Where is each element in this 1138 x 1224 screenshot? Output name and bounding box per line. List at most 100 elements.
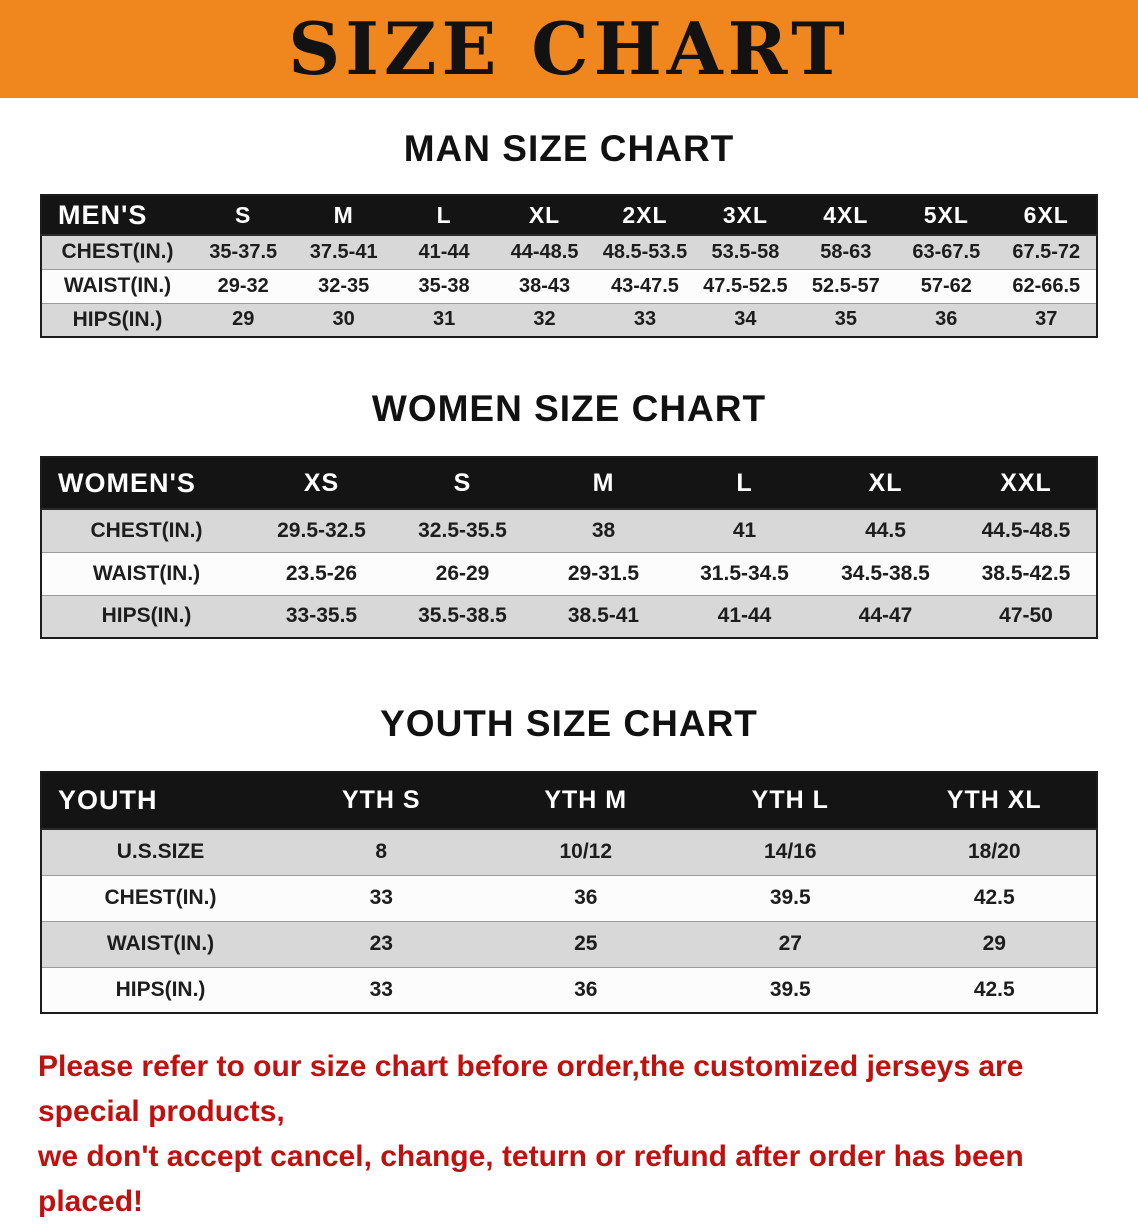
size-cell: 33	[594, 303, 696, 338]
size-cell: 48.5-53.5	[594, 235, 696, 270]
men-size-table: MEN'S S M L XL 2XL 3XL 4XL 5XL 6XL CHEST(IN.) 35-37…	[40, 194, 1098, 338]
men-size-column-m: M	[293, 195, 394, 236]
youth-size-column-yth-s: YTH S	[279, 772, 484, 830]
women-size-column-xl: XL	[815, 457, 956, 510]
page-title: SIZE CHART	[288, 6, 850, 91]
men-row-label-waist-in: WAIST(IN.)	[41, 269, 193, 304]
men-size-column-3xl: 3XL	[695, 195, 796, 236]
women-table-label: WOMEN'S	[41, 457, 251, 510]
men-row-hips-in: HIPS(IN.) 29 30 31 32 33 34 35 36 37	[41, 303, 1097, 338]
youth-size-table: YOUTH YTH S YTH M YTH L YTH XL U.S.SIZE 8 10/12…	[40, 771, 1098, 1014]
size-cell: 41-44	[674, 595, 815, 639]
size-cell: 36	[483, 875, 688, 922]
youth-header-row: YOUTH YTH S YTH M YTH L YTH XL	[41, 772, 1097, 830]
size-cell: 38-43	[494, 269, 595, 304]
men-size-column-4xl: 4XL	[795, 195, 897, 236]
women-row-label-chest-in: CHEST(IN.)	[41, 509, 251, 553]
size-cell: 62-66.5	[996, 269, 1097, 304]
size-cell: 58-63	[795, 235, 897, 270]
size-cell: 29.5-32.5	[251, 509, 392, 553]
size-cell: 38.5-42.5	[956, 552, 1097, 596]
size-cell: 41-44	[393, 235, 495, 270]
size-cell: 44-47	[815, 595, 956, 639]
size-cell: 63-67.5	[896, 235, 997, 270]
men-size-column-6xl: 6XL	[996, 195, 1097, 236]
size-cell: 29	[193, 303, 294, 338]
size-cell: 44.5	[815, 509, 956, 553]
youth-row-label-waist-in: WAIST(IN.)	[41, 921, 279, 968]
women-row-label-waist-in: WAIST(IN.)	[41, 552, 251, 596]
women-row-hips-in: HIPS(IN.) 33-35.5 35.5-38.5 38.5-41 41-44 44-…	[41, 595, 1097, 639]
size-cell: 42.5	[892, 875, 1097, 922]
women-row-waist-in: WAIST(IN.) 23.5-26 26-29 29-31.5 31.5-34.5 34…	[41, 552, 1097, 596]
size-cell: 23	[279, 921, 484, 968]
size-cell: 29	[892, 921, 1097, 968]
women-section-title: WOMEN SIZE CHART	[371, 388, 767, 429]
size-cell: 42.5	[892, 967, 1097, 1014]
size-cell: 35	[795, 303, 897, 338]
size-cell: 39.5	[688, 875, 893, 922]
size-cell: 33	[279, 875, 484, 922]
size-cell: 53.5-58	[695, 235, 796, 270]
youth-size-section: YOUTH SIZE CHART YOUTH YTH S YTH M YTH L YTH…	[0, 703, 1138, 1014]
size-cell: 37	[996, 303, 1097, 338]
size-cell: 32.5-35.5	[392, 509, 533, 553]
youth-row-label-u-s-size: U.S.SIZE	[41, 829, 279, 876]
men-row-label-hips-in: HIPS(IN.)	[41, 303, 193, 338]
youth-row-chest-in: CHEST(IN.) 33 36 39.5 42.5	[41, 875, 1097, 922]
youth-row-label-hips-in: HIPS(IN.)	[41, 967, 279, 1014]
size-cell: 29-31.5	[533, 552, 674, 596]
size-cell: 18/20	[892, 829, 1097, 876]
size-cell: 36	[896, 303, 997, 338]
size-cell: 57-62	[896, 269, 997, 304]
size-cell: 36	[483, 967, 688, 1014]
size-cell: 14/16	[688, 829, 893, 876]
men-size-column-5xl: 5XL	[896, 195, 997, 236]
size-cell: 31.5-34.5	[674, 552, 815, 596]
size-cell: 33	[279, 967, 484, 1014]
size-cell: 43-47.5	[594, 269, 696, 304]
men-row-waist-in: WAIST(IN.) 29-32 32-35 35-38 38-43 43-47.5 47.…	[41, 269, 1097, 304]
size-cell: 32-35	[293, 269, 394, 304]
size-cell: 23.5-26	[251, 552, 392, 596]
women-size-section: WOMEN SIZE CHART WOMEN'S XS S M L XL XXL CHEST(…	[0, 388, 1138, 639]
men-size-column-xl: XL	[494, 195, 595, 236]
size-cell: 34	[695, 303, 796, 338]
size-cell: 8	[279, 829, 484, 876]
disclaimer-line-1: Please refer to our size chart before or…	[38, 1050, 1024, 1128]
women-size-column-xxl: XXL	[956, 457, 1097, 510]
youth-section-title: YOUTH SIZE CHART	[380, 703, 758, 744]
youth-size-column-yth-m: YTH M	[483, 772, 688, 830]
size-cell: 38.5-41	[533, 595, 674, 639]
women-row-label-hips-in: HIPS(IN.)	[41, 595, 251, 639]
youth-size-column-yth-l: YTH L	[688, 772, 893, 830]
size-cell: 34.5-38.5	[815, 552, 956, 596]
men-size-column-2xl: 2XL	[594, 195, 696, 236]
size-cell: 30	[293, 303, 394, 338]
women-size-column-xs: XS	[251, 457, 392, 510]
men-size-section: MAN SIZE CHART MEN'S S M L XL 2XL 3XL 4XL 5XL 6XL…	[0, 128, 1138, 338]
size-cell: 44-48.5	[494, 235, 595, 270]
men-section-title: MAN SIZE CHART	[403, 128, 735, 169]
disclaimer-line-2: we don't accept cancel, change, teturn o…	[38, 1140, 1024, 1218]
women-size-column-s: S	[392, 457, 533, 510]
youth-size-column-yth-xl: YTH XL	[892, 772, 1097, 830]
youth-row-hips-in: HIPS(IN.) 33 36 39.5 42.5	[41, 967, 1097, 1014]
size-cell: 47.5-52.5	[695, 269, 796, 304]
size-cell: 31	[393, 303, 495, 338]
size-cell: 27	[688, 921, 893, 968]
youth-row-u-s-size: U.S.SIZE 8 10/12 14/16 18/20	[41, 829, 1097, 876]
women-size-column-l: L	[674, 457, 815, 510]
women-size-column-m: M	[533, 457, 674, 510]
men-row-label-chest-in: CHEST(IN.)	[41, 235, 193, 270]
banner: SIZE CHART	[0, 0, 1138, 98]
size-cell: 44.5-48.5	[956, 509, 1097, 553]
size-cell: 35.5-38.5	[392, 595, 533, 639]
size-cell: 47-50	[956, 595, 1097, 639]
disclaimer: Please refer to our size chart before or…	[38, 1044, 1118, 1224]
women-size-table: WOMEN'S XS S M L XL XXL CHEST(IN.) 29.5-32.5 32.5…	[40, 456, 1098, 639]
size-cell: 10/12	[483, 829, 688, 876]
men-table-label: MEN'S	[41, 195, 193, 236]
youth-table-label: YOUTH	[41, 772, 279, 830]
size-cell: 67.5-72	[996, 235, 1097, 270]
